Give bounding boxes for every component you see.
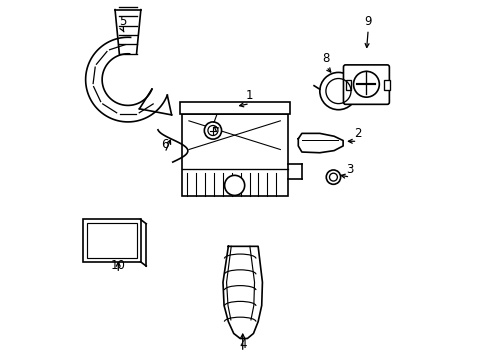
Circle shape [204,122,221,139]
Circle shape [325,170,340,184]
Bar [179,102,289,114]
Text: 10: 10 [111,259,125,272]
Text: 8: 8 [322,52,329,65]
Text: 6: 6 [161,138,168,151]
Text: 9: 9 [364,15,371,28]
Text: 4: 4 [239,338,246,351]
Bar [384,80,389,90]
Circle shape [319,72,356,110]
Text: 3: 3 [346,163,353,176]
Bar [86,223,137,258]
FancyBboxPatch shape [343,65,388,104]
Bar [345,80,351,90]
Circle shape [353,71,379,97]
Circle shape [224,175,244,195]
Text: 5: 5 [119,15,126,28]
Bar [83,220,140,262]
Text: 7: 7 [211,113,219,126]
Text: 1: 1 [245,89,253,102]
Text: 2: 2 [353,127,361,140]
Polygon shape [298,134,343,153]
Bar [182,114,287,196]
Polygon shape [223,246,262,338]
